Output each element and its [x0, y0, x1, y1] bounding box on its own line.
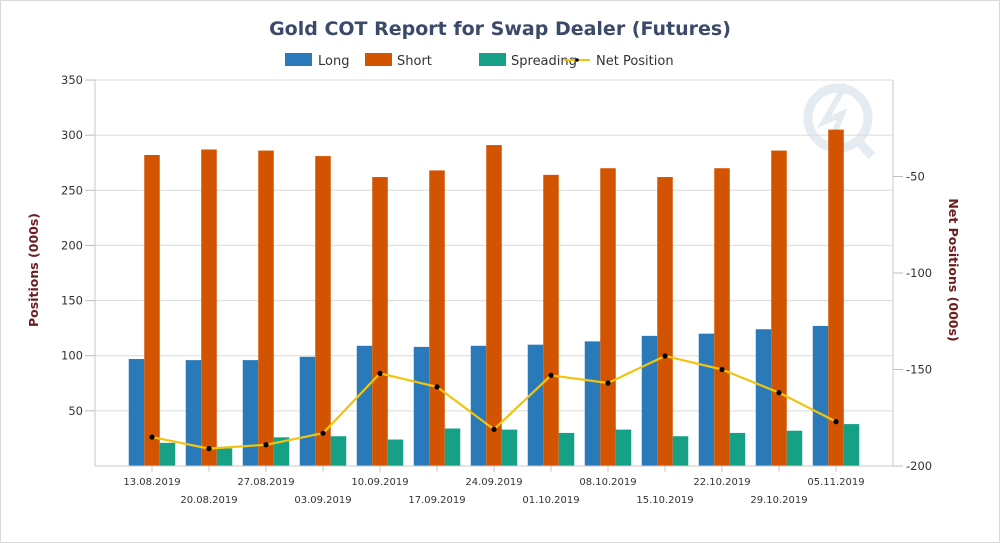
bar-long — [755, 329, 772, 466]
bar-short — [486, 145, 502, 466]
x-tick-label: 15.10.2019 — [636, 495, 693, 506]
bar-spreading — [615, 429, 632, 466]
net-position-point — [149, 434, 155, 440]
bar-long — [527, 344, 544, 466]
y-tick-label: 200 — [61, 238, 83, 252]
x-tick-label: 08.10.2019 — [579, 477, 636, 488]
x-tick-label: 24.09.2019 — [465, 477, 522, 488]
bar-long — [299, 356, 316, 466]
bar-spreading — [159, 442, 176, 466]
bar-spreading — [273, 437, 290, 466]
bar-short — [600, 168, 616, 466]
y-tick-label: 250 — [61, 183, 83, 197]
y-tick-label: 150 — [61, 294, 83, 308]
legend: Long Short Spreading Net Position — [285, 53, 674, 69]
x-tick-label: 13.08.2019 — [123, 477, 180, 488]
bar-short — [258, 150, 274, 466]
bar-spreading — [786, 430, 803, 466]
y2-tick-label: -50 — [906, 170, 925, 184]
legend-label-net-position: Net Position — [596, 54, 674, 69]
bar-long — [185, 360, 202, 466]
net-position-point — [719, 366, 725, 373]
x-tick-label: 05.11.2019 — [807, 477, 864, 488]
x-tick-label: 27.08.2019 — [237, 477, 294, 488]
bar-short — [828, 129, 844, 466]
bar-long — [128, 359, 145, 466]
bar-long — [356, 345, 373, 466]
bar-short — [429, 170, 445, 467]
bar-short — [657, 177, 673, 466]
bar-short — [315, 156, 331, 466]
legend-label-long: Long — [318, 54, 349, 69]
legend-item-short[interactable]: Short — [365, 53, 432, 69]
net-position-point — [491, 426, 497, 432]
chart-title: Gold COT Report for Swap Dealer (Futures… — [269, 18, 731, 40]
legend-item-long[interactable]: Long — [285, 53, 349, 69]
bar-short — [771, 150, 787, 466]
bar-spreading — [444, 428, 461, 466]
net-position-point — [833, 419, 839, 425]
x-tick-label: 22.10.2019 — [693, 477, 750, 488]
net-position-point — [776, 390, 782, 396]
bar-spreading — [501, 429, 518, 466]
bar-spreading — [330, 436, 347, 466]
y2-tick-label: -100 — [906, 266, 932, 280]
y-tick-label: 300 — [61, 128, 83, 142]
bar-long — [470, 345, 487, 466]
legend-item-spreading[interactable]: Spreading — [479, 53, 577, 69]
net-position-line — [149, 353, 839, 452]
axes: 50 100 150 200 250 300 350 -50 -100 -150 -200 13.08… — [61, 73, 932, 506]
legend-swatch-spreading — [479, 53, 506, 66]
y-tick-label: 350 — [61, 73, 83, 87]
bar-spreading — [672, 436, 689, 466]
y2-tick-label: -200 — [906, 459, 932, 473]
x-tick-label: 10.09.2019 — [351, 477, 408, 488]
bar-short — [543, 174, 559, 467]
y-tick-label: 50 — [68, 404, 83, 418]
bar-spreading — [843, 424, 860, 466]
x-tick-label: 20.08.2019 — [180, 495, 237, 506]
legend-item-net-position[interactable]: Net Position — [564, 54, 674, 69]
y-tick-label: 100 — [61, 349, 83, 363]
bar-spreading — [216, 448, 233, 466]
legend-marker-net-position — [575, 58, 579, 62]
x-tick-label: 01.10.2019 — [522, 495, 579, 506]
bar-short — [144, 154, 160, 466]
legend-swatch-short — [365, 53, 392, 66]
bar-short — [372, 177, 388, 466]
net-position-point — [263, 442, 269, 448]
net-position-point — [377, 370, 383, 376]
bar-spreading — [387, 439, 404, 466]
net-position-point — [206, 446, 212, 452]
x-tick-label: 17.09.2019 — [408, 495, 465, 506]
net-position-point — [320, 430, 326, 436]
bar-short — [201, 149, 217, 467]
bar-long — [641, 335, 658, 466]
x-tick-label: 29.10.2019 — [750, 495, 807, 506]
bar-long — [812, 325, 829, 466]
bars — [128, 129, 860, 467]
y2-axis-title: Net Positions (000s) — [946, 198, 961, 341]
net-position-point — [548, 372, 554, 378]
bar-long — [698, 333, 715, 466]
bar-long — [242, 360, 259, 466]
y2-tick-label: -150 — [906, 363, 932, 377]
bar-spreading — [558, 432, 575, 466]
bar-spreading — [729, 432, 746, 466]
net-position-point — [434, 384, 440, 390]
bar-long — [413, 346, 430, 466]
legend-label-short: Short — [397, 54, 432, 69]
net-position-point — [605, 380, 611, 386]
legend-label-spreading: Spreading — [511, 54, 577, 69]
bar-short — [714, 168, 730, 466]
bar-long — [584, 341, 601, 466]
y-axis-title: Positions (000s) — [26, 213, 41, 327]
net-position-point — [662, 353, 668, 359]
legend-swatch-long — [285, 53, 312, 66]
x-tick-label: 03.09.2019 — [294, 495, 351, 506]
